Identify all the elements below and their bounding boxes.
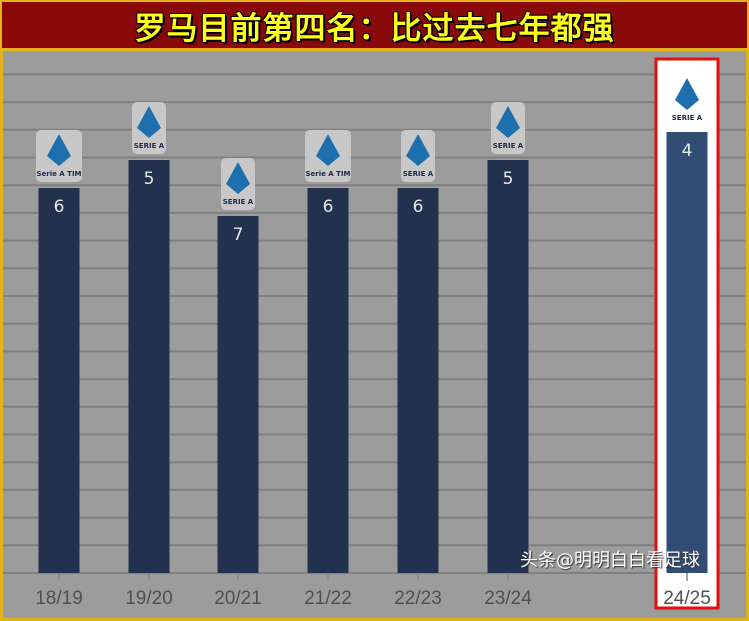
bar-chart: 6 Serie A TIM 18/19 5 SERIE A 19/20 7 SERIE A 20… — [3, 57, 746, 610]
title-banner: 罗马目前第四名：比过去七年都强 — [2, 2, 747, 48]
serie-a-shield-icon — [316, 134, 340, 166]
logo-text: Serie A TIM — [36, 170, 81, 178]
serie-a-shield-icon — [675, 78, 699, 110]
chart-title: 罗马目前第四名：比过去七年都强 — [134, 10, 615, 47]
x-tick-label: 24/25 — [663, 588, 711, 609]
bar — [397, 188, 439, 573]
logo-text: SERIE A — [223, 198, 254, 206]
serie-a-shield-icon — [496, 106, 520, 138]
logo-text: SERIE A — [403, 170, 434, 178]
x-tick-label: 18/19 — [35, 588, 83, 609]
bar — [666, 132, 708, 573]
logo-text: SERIE A — [493, 142, 524, 150]
x-tick-label: 22/23 — [394, 588, 442, 609]
bar — [128, 160, 170, 573]
data-label: 7 — [233, 225, 244, 245]
bar — [38, 188, 80, 573]
chart-area: 6 Serie A TIM 18/19 5 SERIE A 19/20 7 SERIE A 20… — [3, 51, 746, 618]
logo-text: SERIE A — [672, 114, 703, 122]
serie-a-shield-icon — [47, 134, 71, 166]
watermark: 头条@明明白白看足球 — [520, 550, 700, 571]
data-label: 4 — [682, 141, 693, 161]
serie-a-shield-icon — [137, 106, 161, 138]
serie-a-shield-icon — [406, 134, 430, 166]
logo-text: SERIE A — [134, 142, 165, 150]
x-tick-label: 20/21 — [214, 588, 262, 609]
data-label: 6 — [413, 197, 424, 217]
x-tick-label: 23/24 — [484, 588, 532, 609]
bar — [487, 160, 529, 573]
x-tick-label: 19/20 — [125, 588, 173, 609]
data-label: 5 — [144, 169, 155, 189]
bar — [217, 216, 259, 573]
data-label: 6 — [323, 197, 334, 217]
data-label: 5 — [503, 169, 514, 189]
serie-a-shield-icon — [226, 162, 250, 194]
data-label: 6 — [54, 197, 65, 217]
x-tick-label: 21/22 — [304, 588, 352, 609]
logo-text: Serie A TIM — [305, 170, 350, 178]
bar — [307, 188, 349, 573]
